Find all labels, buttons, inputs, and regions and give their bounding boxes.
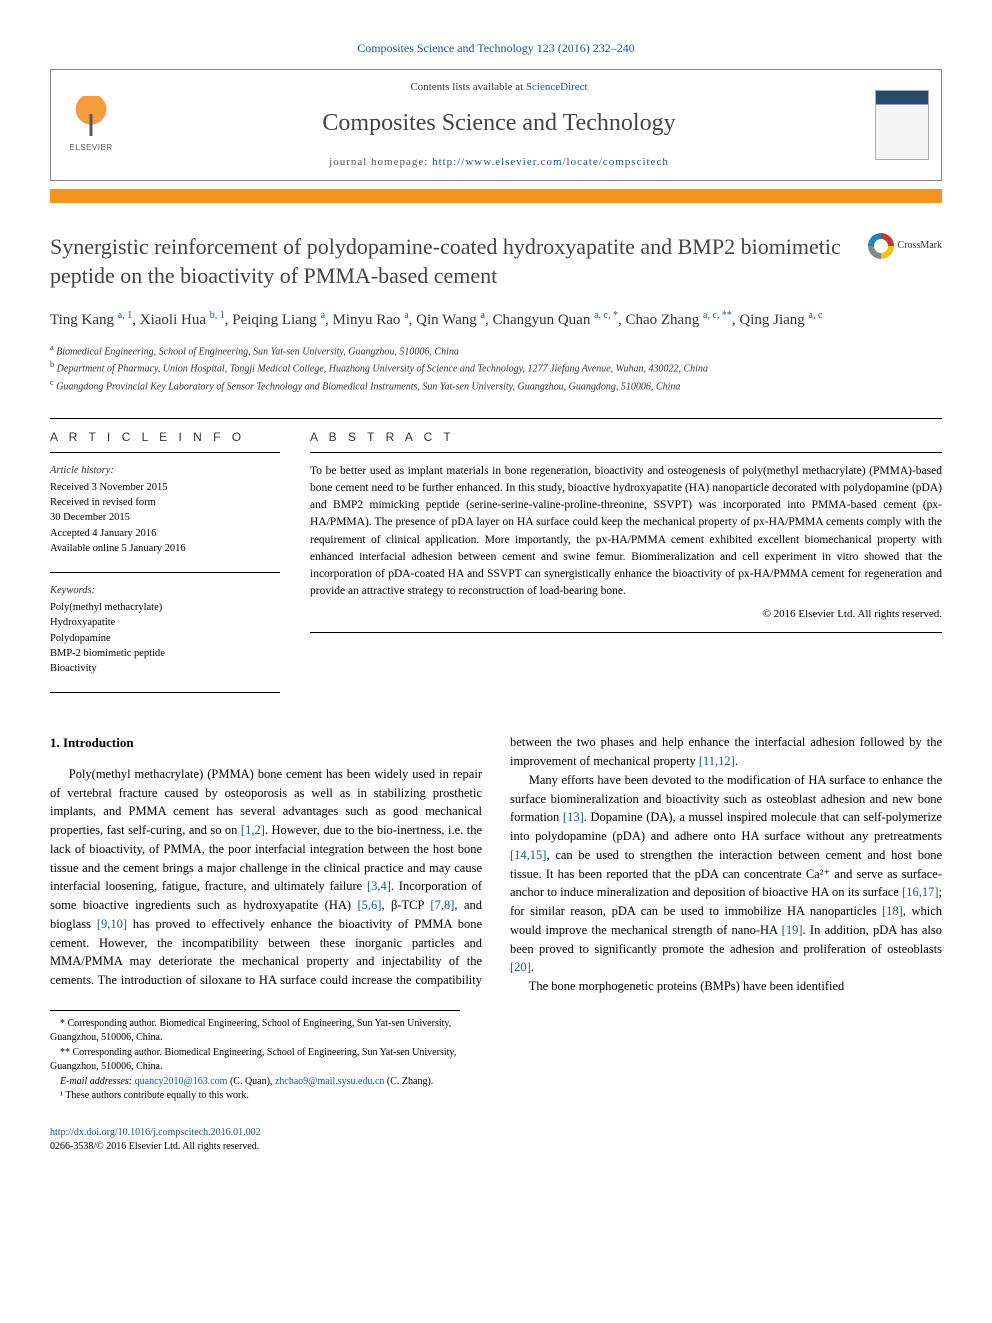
ref-link[interactable]: [14,15]	[510, 848, 546, 862]
ref-link[interactable]: [11,12]	[699, 754, 735, 768]
homepage-prefix: journal homepage:	[329, 156, 432, 168]
body-paragraph: The bone morphogenetic proteins (BMPs) h…	[510, 977, 942, 996]
keyword: Poly(methyl methacrylate)	[50, 600, 280, 615]
sciencedirect-link[interactable]: ScienceDirect	[526, 81, 588, 93]
citation-header: Composites Science and Technology 123 (2…	[50, 40, 942, 57]
crossmark-badge[interactable]: CrossMark	[868, 233, 942, 259]
article-title: Synergistic reinforcement of polydopamin…	[50, 233, 848, 290]
keyword: Hydroxyapatite	[50, 615, 280, 630]
email-label: E-mail addresses:	[60, 1076, 135, 1087]
abstract-heading: A B S T R A C T	[310, 419, 942, 453]
keyword: Polydopamine	[50, 631, 280, 646]
bottom-metadata: http://dx.doi.org/10.1016/j.compscitech.…	[50, 1126, 942, 1154]
homepage-line: journal homepage: http://www.elsevier.co…	[133, 155, 865, 170]
footnotes: * Corresponding author. Biomedical Engin…	[50, 1010, 460, 1104]
author-list: Ting Kang a, 1, Xiaoli Hua b, 1, Peiqing…	[50, 308, 942, 332]
keyword: BMP-2 biomimetic peptide	[50, 646, 280, 661]
affiliation-c: c Guangdong Provincial Key Laboratory of…	[50, 377, 942, 394]
section-1-heading: 1. Introduction	[50, 733, 482, 753]
article-body: 1. Introduction Poly(methyl methacrylate…	[50, 733, 942, 996]
divider	[50, 572, 280, 573]
crossmark-label: CrossMark	[898, 239, 942, 253]
doi-link[interactable]: http://dx.doi.org/10.1016/j.compscitech.…	[50, 1127, 261, 1138]
abstract-copyright: © 2016 Elsevier Ltd. All rights reserved…	[310, 607, 942, 622]
equal-contribution-note: ¹ These authors contribute equally to th…	[50, 1089, 460, 1104]
affiliation-a: a Biomedical Engineering, School of Engi…	[50, 342, 942, 359]
ref-link[interactable]: [5,6]	[357, 898, 381, 912]
history-line: Available online 5 January 2016	[50, 541, 280, 556]
ref-link[interactable]: [18]	[882, 904, 903, 918]
history-label: Article history:	[50, 463, 280, 478]
keyword: Bioactivity	[50, 661, 280, 676]
email-link[interactable]: zhchao9@mail.sysu.edu.cn	[275, 1076, 384, 1087]
elsevier-logo: ELSEVIER	[63, 93, 119, 157]
contents-prefix: Contents lists available at	[410, 81, 525, 93]
corresponding-author-2: ** Corresponding author. Biomedical Engi…	[50, 1046, 460, 1075]
contents-available-line: Contents lists available at ScienceDirec…	[133, 80, 865, 95]
article-history-block: Article history: Received 3 November 201…	[50, 463, 280, 556]
journal-banner: ELSEVIER Contents lists available at Sci…	[50, 69, 942, 181]
ref-link[interactable]: [19]	[782, 923, 803, 937]
banner-center: Contents lists available at ScienceDirec…	[133, 80, 865, 170]
email-addresses: E-mail addresses: quancy2010@163.com (C.…	[50, 1075, 460, 1090]
divider	[50, 692, 280, 693]
elsevier-tree-icon	[69, 96, 113, 140]
ref-link[interactable]: [20]	[510, 960, 531, 974]
email-link[interactable]: quancy2010@163.com	[135, 1076, 228, 1087]
corresponding-author-1: * Corresponding author. Biomedical Engin…	[50, 1017, 460, 1046]
keywords-label: Keywords:	[50, 583, 280, 598]
issn-copyright: 0266-3538/© 2016 Elsevier Ltd. All right…	[50, 1140, 942, 1154]
ref-link[interactable]: [13]	[563, 810, 584, 824]
journal-name: Composites Science and Technology	[133, 107, 865, 141]
affiliations: a Biomedical Engineering, School of Engi…	[50, 342, 942, 394]
body-paragraph: Many efforts have been devoted to the mo…	[510, 771, 942, 977]
history-line: 30 December 2015	[50, 510, 280, 525]
ref-link[interactable]: [3,4]	[367, 879, 391, 893]
accent-bar	[50, 189, 942, 203]
elsevier-text: ELSEVIER	[69, 142, 112, 153]
crossmark-icon	[868, 233, 894, 259]
ref-link[interactable]: [9,10]	[97, 917, 127, 931]
divider	[310, 632, 942, 633]
abstract-text: To be better used as implant materials i…	[310, 463, 942, 601]
history-line: Accepted 4 January 2016	[50, 526, 280, 541]
article-info-column: A R T I C L E I N F O Article history: R…	[50, 419, 280, 693]
keywords-block: Keywords: Poly(methyl methacrylate) Hydr…	[50, 583, 280, 676]
journal-cover-thumbnail	[875, 90, 929, 160]
affiliation-b: b Department of Pharmacy, Union Hospital…	[50, 359, 942, 376]
history-line: Received 3 November 2015	[50, 480, 280, 495]
abstract-column: A B S T R A C T To be better used as imp…	[310, 419, 942, 693]
ref-link[interactable]: [16,17]	[902, 885, 938, 899]
homepage-link[interactable]: http://www.elsevier.com/locate/compscite…	[432, 156, 669, 168]
ref-link[interactable]: [7,8]	[430, 898, 454, 912]
ref-link[interactable]: [1,2]	[241, 823, 265, 837]
history-line: Received in revised form	[50, 495, 280, 510]
article-info-heading: A R T I C L E I N F O	[50, 419, 280, 453]
